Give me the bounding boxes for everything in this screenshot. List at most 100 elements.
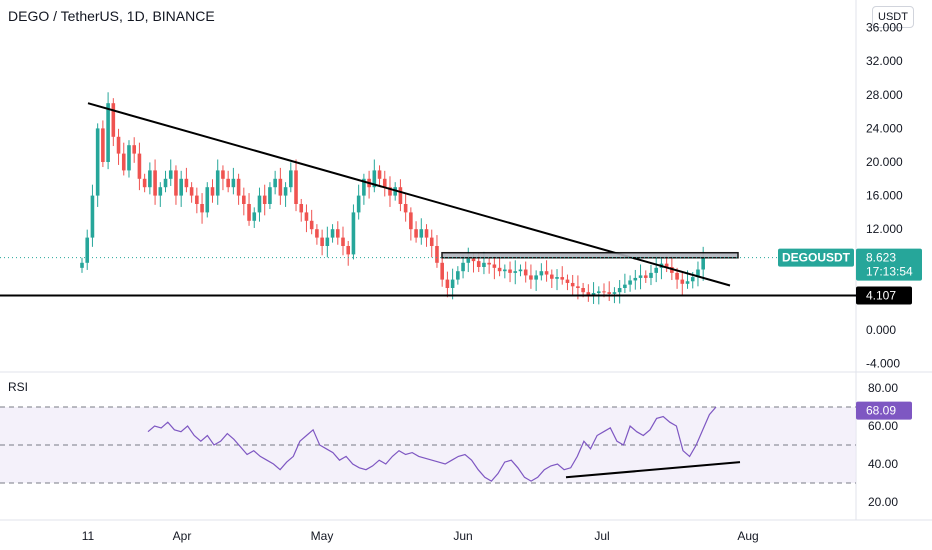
candle-body — [330, 229, 335, 238]
candle-body — [503, 269, 507, 272]
candle-body — [476, 261, 481, 267]
candle-body — [466, 258, 471, 263]
candle-body — [320, 237, 324, 246]
candle-body — [570, 282, 575, 287]
candle-body — [247, 204, 251, 221]
candle-body — [591, 293, 596, 295]
candle-body — [252, 212, 257, 221]
candle-body — [607, 292, 612, 294]
candle-body — [168, 170, 173, 179]
price-tick-label: 36.000 — [866, 21, 903, 35]
rsi-badge-label: 68.09 — [866, 404, 896, 418]
rsi-tick-label: 20.00 — [868, 495, 898, 509]
candle-body — [690, 277, 695, 282]
price-tick-label: 0.000 — [866, 323, 896, 337]
candle-body — [638, 275, 643, 278]
candle-body — [294, 170, 298, 204]
candle-body — [226, 178, 230, 188]
candle-body — [550, 274, 554, 279]
candle-body — [508, 269, 512, 273]
candle-body — [304, 212, 309, 221]
currency-button[interactable]: USDT — [872, 6, 914, 28]
support-badge-label: 4.107 — [866, 289, 896, 303]
candle-body — [649, 272, 653, 278]
candle-body — [179, 178, 183, 196]
candle-body — [471, 258, 476, 262]
time-axis-label: May — [311, 529, 334, 543]
candle-body — [315, 229, 319, 238]
candle-body — [576, 286, 580, 288]
candle-body — [628, 280, 632, 285]
candle-body — [377, 170, 382, 179]
price-tick-label: 32.000 — [866, 54, 903, 68]
candle-body — [685, 281, 690, 284]
candle-body — [612, 292, 617, 294]
candle-body — [137, 153, 142, 179]
candle-body — [555, 277, 559, 279]
candle-body — [268, 187, 272, 204]
candle-body — [80, 262, 84, 268]
candle-body — [424, 229, 429, 238]
candle-body — [664, 263, 669, 267]
candle-body — [435, 246, 439, 263]
candle-body — [513, 271, 518, 273]
candle-body — [289, 170, 293, 188]
candle-body — [581, 288, 585, 293]
candle-body — [116, 136, 121, 154]
candle-body — [429, 237, 434, 246]
candle-body — [388, 187, 392, 196]
candle-body — [351, 212, 356, 255]
chart-title: DEGO / TetherUS, 1D, BINANCE — [8, 8, 215, 24]
candle-body — [341, 237, 345, 246]
candle-body — [158, 187, 163, 196]
candle-body — [487, 262, 491, 265]
candle-body — [482, 262, 486, 267]
price-tick-label: 28.000 — [866, 88, 903, 102]
candle-body — [273, 178, 277, 188]
candle-body — [283, 187, 288, 196]
rsi-badge — [856, 401, 912, 420]
candle-body — [675, 272, 679, 280]
symbol-badge — [778, 248, 854, 267]
candle-body — [236, 178, 241, 196]
rsi-tick-label: 60.00 — [868, 419, 898, 433]
candle-body — [215, 170, 220, 196]
candle-body — [701, 257, 705, 270]
time-axis-label: Apr — [173, 529, 192, 543]
candle-body — [335, 229, 340, 238]
candle-body — [153, 170, 157, 196]
price-tick-label: -4.000 — [866, 357, 900, 371]
candle-body — [680, 279, 685, 284]
candle-body — [174, 170, 178, 196]
candle-body — [617, 288, 622, 293]
candle-body — [450, 279, 455, 288]
candle-body — [299, 204, 304, 213]
price-badge-label: 8.623 — [866, 251, 896, 265]
candle-body — [221, 170, 225, 179]
candle-body — [325, 237, 330, 246]
symbol-badge-label: DEGOUSDT — [782, 251, 851, 265]
candle-body — [111, 103, 116, 137]
candle-body — [544, 271, 549, 275]
rsi-trendline — [565, 461, 741, 479]
candle-body — [132, 145, 136, 154]
candle-body — [534, 275, 538, 280]
time-axis-label: Aug — [737, 529, 758, 543]
candle-body — [106, 103, 110, 162]
time-axis-label: Jun — [453, 529, 472, 543]
candle-body — [148, 170, 152, 188]
candle-body — [523, 269, 528, 276]
candle-body — [189, 187, 194, 196]
candle-body — [633, 277, 638, 281]
candle-body — [409, 212, 413, 230]
rsi-tick-label: 80.00 — [868, 381, 898, 395]
candle-body — [398, 187, 403, 204]
candle-body — [242, 195, 246, 204]
price-tick-label: 16.000 — [866, 189, 903, 203]
candle-body — [414, 229, 418, 238]
time-axis-label: Jul — [594, 529, 609, 543]
candle-body — [643, 275, 648, 278]
candle-body — [696, 269, 700, 278]
candle-body — [362, 178, 366, 196]
